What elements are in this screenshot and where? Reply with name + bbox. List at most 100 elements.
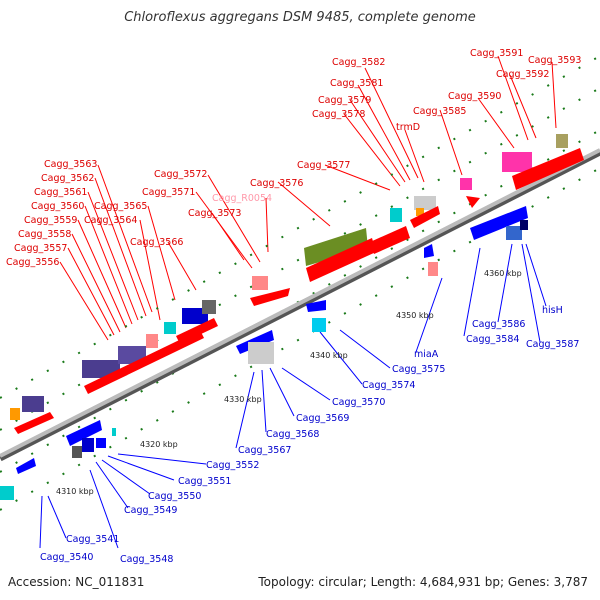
gene-box: [460, 178, 472, 190]
gene-box: [0, 486, 14, 500]
position-tick-label: 4330 kbp: [224, 395, 262, 404]
gene-label: Cagg_3550: [148, 491, 201, 502]
gene-label: Cagg_3592: [496, 69, 549, 80]
gene-box: [146, 334, 158, 348]
gene-label: Cagg_3591: [470, 48, 523, 59]
gene-label: Cagg_3590: [448, 91, 501, 102]
gene-label: Cagg_R0054: [212, 193, 272, 204]
gene-label: Cagg_3571: [142, 187, 195, 198]
gene-box: [164, 322, 176, 334]
position-tick-label: 4310 kbp: [56, 487, 94, 496]
gene-arrow: [176, 318, 218, 344]
gene-label: Cagg_3564: [84, 215, 137, 226]
gene-label: Cagg_3568: [266, 429, 319, 440]
gene-box: [312, 318, 326, 332]
gene-arrow: [306, 300, 326, 312]
gene-label: Cagg_3573: [188, 208, 241, 219]
map-title: Chloroflexus aggregans DSM 9485, complet…: [124, 10, 476, 25]
gene-label: Cagg_3582: [332, 57, 385, 68]
gene-label: Cagg_3562: [41, 173, 94, 184]
gene-box: [506, 226, 522, 240]
gene-arrow: [470, 206, 528, 240]
gene-label: trmD: [396, 122, 420, 133]
gene-label: Cagg_3552: [206, 460, 259, 471]
gene-arrow: [306, 238, 376, 282]
gene-box: [304, 228, 368, 266]
gene-arrow: [370, 226, 410, 254]
gene-box: [428, 262, 438, 276]
gene-box: [390, 208, 402, 222]
position-tick-label: 4320 kbp: [140, 440, 178, 449]
gene-label: Cagg_3559: [24, 215, 77, 226]
gene-label: Cagg_3572: [154, 169, 207, 180]
gene-label: Cagg_3548: [120, 554, 173, 565]
position-tick-label: 4340 kbp: [310, 351, 348, 360]
gene-box: [556, 134, 568, 148]
genome-summary: Topology: circular; Length: 4,684,931 bp…: [258, 575, 588, 589]
forward-features: [10, 134, 584, 434]
gene-box: [252, 276, 268, 290]
gene-box: [96, 438, 106, 448]
accession-label: Accession: NC_011831: [8, 575, 145, 589]
gene-arrow: [410, 206, 440, 228]
gene-label: Cagg_3540: [40, 552, 93, 563]
gene-label: Cagg_3549: [124, 505, 177, 516]
gene-arrow: [512, 148, 584, 190]
gene-box: [202, 300, 216, 314]
reverse-leader-lines: [39, 243, 547, 549]
gene-label: Cagg_3586: [472, 319, 525, 330]
gene-label: Cagg_3557: [14, 243, 67, 254]
gene-box: [82, 438, 94, 452]
gene-box: [22, 396, 44, 412]
gene-label: Cagg_3574: [362, 380, 415, 391]
gene-label: Cagg_3578: [312, 109, 365, 120]
gene-label: Cagg_3579: [318, 95, 371, 106]
gene-arrow: [84, 330, 204, 394]
gene-box: [182, 308, 208, 324]
gene-label: Cagg_3575: [392, 364, 445, 375]
gene-label: Cagg_3581: [330, 78, 383, 89]
gene-box: [520, 220, 528, 230]
gene-arrow: [66, 420, 102, 446]
gene-box: [72, 446, 82, 458]
gene-label: Cagg_3565: [94, 201, 147, 212]
gene-label: Cagg_3585: [413, 106, 466, 117]
gene-label: Cagg_3584: [466, 334, 519, 345]
forward-leader-lines: [59, 55, 557, 341]
gene-label: Cagg_3593: [528, 55, 581, 66]
position-ticks: 4310 kbp 4320 kbp 4330 kbp 4340 kbp 4350 kbp…: [56, 269, 522, 496]
gene-box: [112, 428, 116, 436]
forward-gene-labels: Cagg_3556 Cagg_3557 Cagg_3558 Cagg_3559 Cagg…: [6, 48, 581, 268]
gene-label: Cagg_3566: [130, 237, 183, 248]
gene-box: [502, 152, 532, 172]
gene-label: Cagg_3576: [250, 178, 303, 189]
gene-label: Cagg_3560: [31, 201, 84, 212]
gene-label: miaA: [414, 349, 439, 360]
gene-label: Cagg_3561: [34, 187, 87, 198]
gene-box: [248, 342, 274, 364]
position-tick-label: 4350 kbp: [396, 311, 434, 320]
gene-arrow: [424, 244, 434, 258]
gene-label: Cagg_3569: [296, 413, 349, 424]
gene-box: [416, 208, 424, 216]
gene-box: [414, 196, 436, 210]
gene-arrow: [14, 412, 54, 434]
gene-label: hisH: [542, 305, 563, 316]
gene-label: Cagg_3577: [297, 160, 350, 171]
gene-label: Cagg_3541: [66, 534, 119, 545]
reverse-features: [0, 206, 528, 500]
gene-label: Cagg_3570: [332, 397, 385, 408]
gene-arrow: [250, 288, 290, 306]
gene-label: Cagg_3567: [238, 445, 291, 456]
outer-track-guide-1: [0, 87, 600, 431]
gene-label: Cagg_3587: [526, 339, 579, 350]
gene-label: Cagg_3563: [44, 159, 97, 170]
gene-box: [10, 408, 20, 420]
gene-label: Cagg_3556: [6, 257, 59, 268]
gene-arrow: [466, 196, 480, 208]
gene-arrow: [16, 458, 36, 474]
position-tick-label: 4360 kbp: [484, 269, 522, 278]
gene-label: Cagg_3551: [178, 476, 231, 487]
